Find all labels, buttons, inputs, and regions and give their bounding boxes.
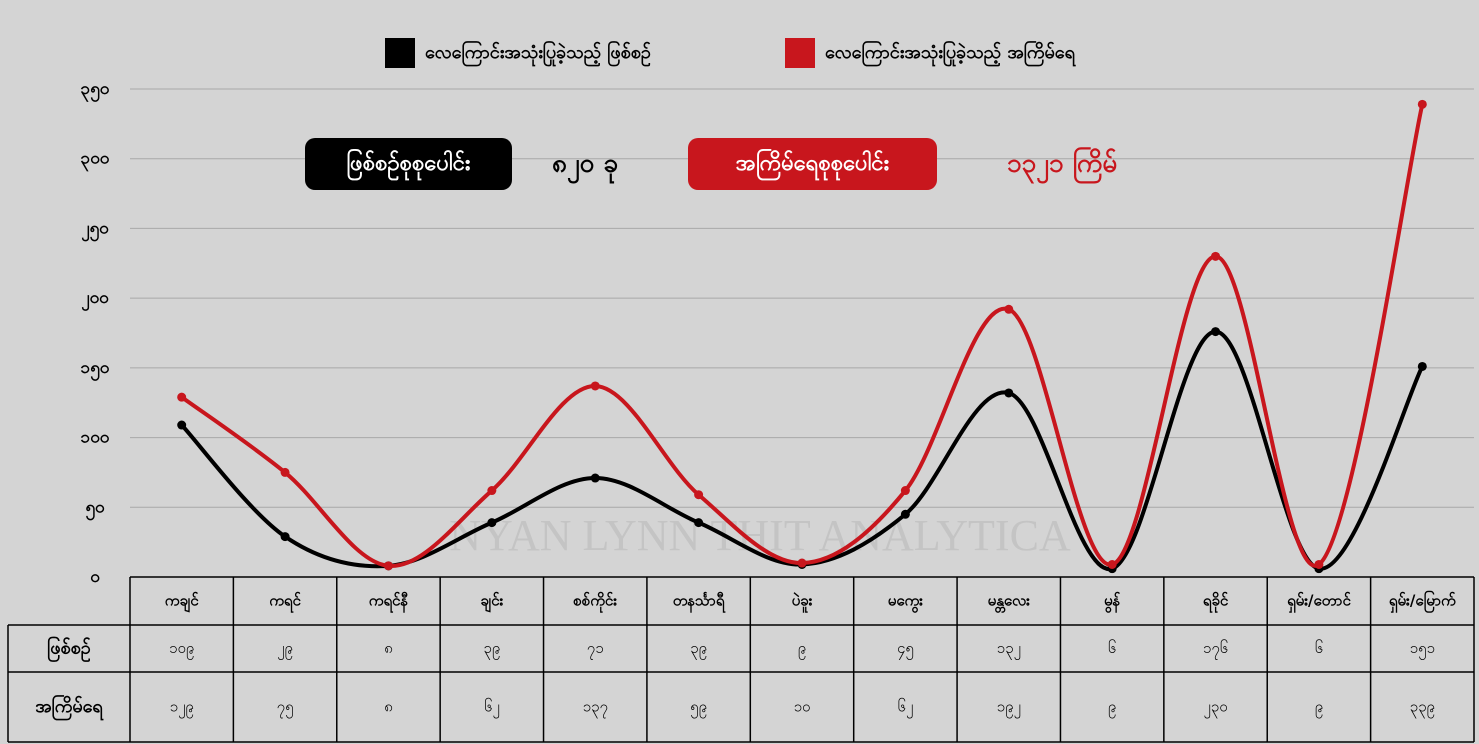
table-value: ၄၅	[897, 639, 914, 660]
table-value: ၁၃၂	[997, 639, 1021, 660]
point	[797, 558, 807, 568]
x-tick-label: ကရင်	[269, 591, 301, 614]
point	[177, 392, 187, 402]
point	[383, 561, 393, 571]
table-value: ၃၉	[690, 639, 707, 660]
point	[1314, 559, 1324, 569]
x-tick-label: မွန်	[1104, 591, 1121, 614]
x-tick-label: ပဲခူး	[792, 592, 813, 614]
x-tick-label: ရှမ်း/တောင်	[1287, 591, 1351, 614]
point	[1211, 327, 1221, 337]
point	[590, 473, 600, 483]
table-value: ၇၅	[277, 698, 294, 719]
x-tick-label: မကွေး	[888, 592, 923, 614]
table-value: ၆	[1108, 639, 1116, 657]
point	[487, 518, 497, 528]
point	[1107, 559, 1117, 569]
y-tick-label: ၀	[90, 567, 100, 587]
table-value: ၂၃၀	[1203, 698, 1227, 719]
point	[1211, 251, 1221, 261]
table-value: ၁၀၉	[169, 639, 194, 660]
point	[1417, 99, 1427, 109]
total-value: ၁၃၂၁ ကြိမ်	[1007, 146, 1118, 185]
total-badge	[305, 138, 512, 190]
x-tick-label: ကချင်	[165, 591, 199, 613]
total-label: ဖြစ်စဉ်စုစုပေါင်း	[346, 148, 470, 181]
y-tick-label: ၁၀၀	[81, 428, 110, 448]
table-value: ၁၂၉	[170, 698, 194, 719]
total-label: အကြိမ်ရေစုစုပေါင်း	[736, 148, 890, 181]
point	[280, 467, 290, 477]
table-value: ၆၂	[897, 698, 913, 719]
series-line	[180, 103, 1425, 568]
point	[1004, 304, 1014, 314]
table-value: ၁၅၁	[1410, 639, 1435, 660]
table-value: ၇၁	[587, 639, 604, 660]
y-tick-label: ၁၅၀	[81, 358, 110, 382]
legend-label: လေကြောင်းအသုံးပြုခဲ့သည့် အကြိမ်ရေ	[825, 40, 1076, 67]
table-value: ၁၇၆	[1203, 639, 1228, 660]
y-tick-label: ၃၀၀	[81, 149, 110, 173]
x-tick-label: ရခိုင်	[1203, 591, 1229, 614]
table-value: ၃၉	[483, 639, 500, 660]
y-tick-label: ၂၀၀	[81, 288, 109, 312]
point	[1417, 361, 1427, 371]
table-value: ၅၉	[690, 698, 707, 719]
legend-label: လေကြောင်းအသုံးပြုခဲ့သည့် ဖြစ်စဉ်	[425, 40, 651, 67]
x-tick-label: ချင်း	[480, 591, 503, 613]
x-tick-label: တနင်္သာရီ	[673, 591, 726, 614]
row-label: ဖြစ်စဉ်	[47, 636, 91, 663]
x-tick-label: စစ်ကိုင်း	[573, 591, 617, 614]
table-value: ၆၂	[484, 698, 500, 719]
point	[694, 518, 704, 528]
table-value: ၉	[798, 639, 806, 660]
point	[487, 486, 497, 496]
legend-swatch	[785, 38, 815, 68]
table-value: ၈	[384, 639, 393, 657]
total-value: ၈၂၀ ခု	[552, 149, 618, 185]
row-label: အကြိမ်ရေ	[35, 694, 103, 721]
point	[1004, 388, 1014, 398]
point	[590, 381, 600, 391]
table-value: ၆	[1315, 639, 1323, 657]
point	[900, 486, 910, 496]
table-value: ၁၉၂	[997, 698, 1021, 719]
point	[280, 532, 290, 542]
table-value: ၉	[1315, 698, 1323, 719]
legend-swatch	[385, 38, 415, 68]
x-tick-label: မန္တလေး	[988, 592, 1031, 614]
point	[177, 420, 187, 430]
x-tick-label: ကရင်နီ	[369, 591, 409, 614]
table-value: ၃၃၉	[1410, 698, 1435, 719]
x-tick-label: ရှမ်း/မြောက်	[1389, 590, 1456, 614]
table-value: ၂၉	[277, 639, 293, 660]
table-value: ၈	[384, 698, 393, 716]
y-tick-label: ၅၀	[85, 497, 105, 521]
y-tick-label: ၃၅၀	[81, 79, 110, 103]
table-value: ၁၃၇	[583, 698, 608, 719]
total-badge	[688, 138, 937, 190]
watermark: NYAN LYNN THIT ANALYTICA	[449, 511, 1071, 560]
point	[694, 490, 704, 500]
table-value: ၁၀	[794, 698, 811, 716]
point	[900, 509, 910, 519]
table-value: ၉	[1108, 698, 1116, 719]
y-tick-label: ၂၅၀	[81, 218, 109, 242]
